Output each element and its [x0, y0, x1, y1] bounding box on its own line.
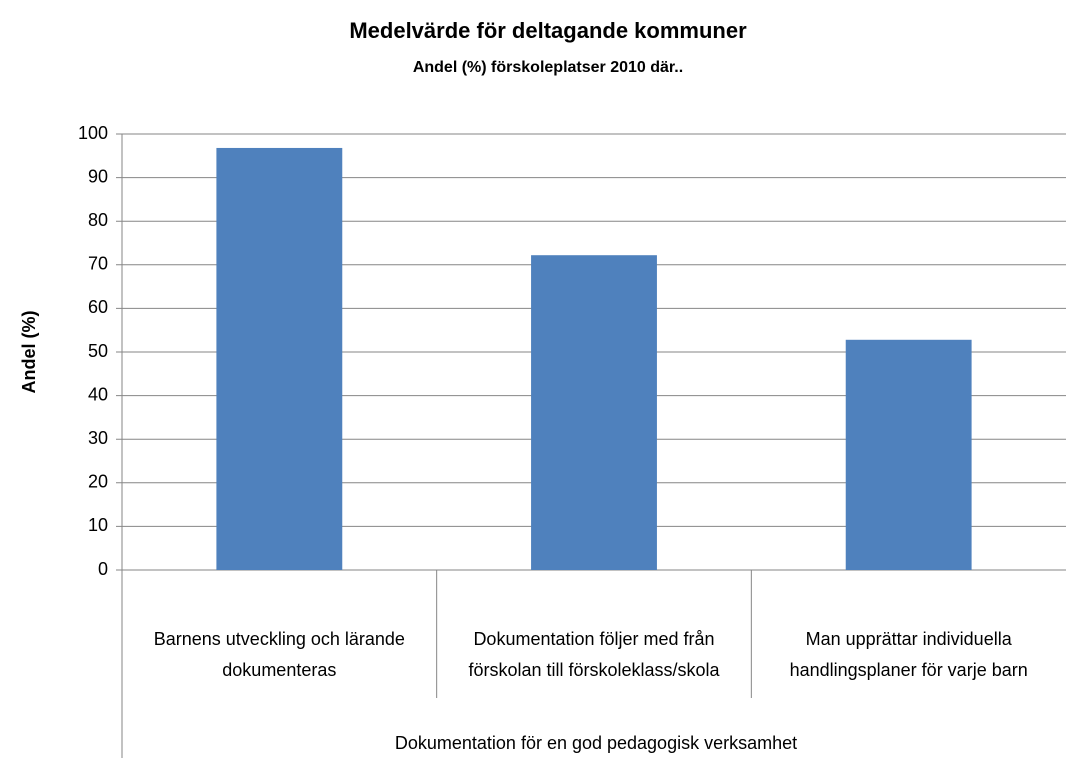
x-axis-label: Dokumentation för en god pedagogisk verk… [395, 733, 797, 753]
y-tick-label: 40 [88, 384, 108, 404]
bar [845, 339, 972, 570]
y-tick-label: 80 [88, 210, 108, 230]
y-axis-label: Andel (%) [19, 310, 39, 393]
y-tick-label: 60 [88, 297, 108, 317]
y-tick-label: 70 [88, 254, 108, 274]
bar [216, 147, 343, 570]
x-tick-label: Barnens utveckling och lärande dokumenter… [154, 629, 405, 680]
chart-title: Medelvärde för deltagande kommuner [349, 18, 747, 43]
y-tick-label: 50 [88, 341, 108, 361]
y-tick-label: 10 [88, 515, 108, 535]
y-tick-label: 90 [88, 166, 108, 186]
y-tick-label: 20 [88, 472, 108, 492]
chart-subtitle: Andel (%) förskoleplatser 2010 där.. [413, 59, 683, 76]
y-tick-label: 30 [88, 428, 108, 448]
x-tick-label: Man upprättar individuella handlingsplane… [790, 629, 1028, 680]
x-tick-label: Dokumentation följer med från förskolan t… [468, 629, 720, 680]
y-tick-label: 0 [98, 559, 108, 579]
y-tick-label: 100 [78, 123, 108, 143]
bar [531, 255, 657, 570]
